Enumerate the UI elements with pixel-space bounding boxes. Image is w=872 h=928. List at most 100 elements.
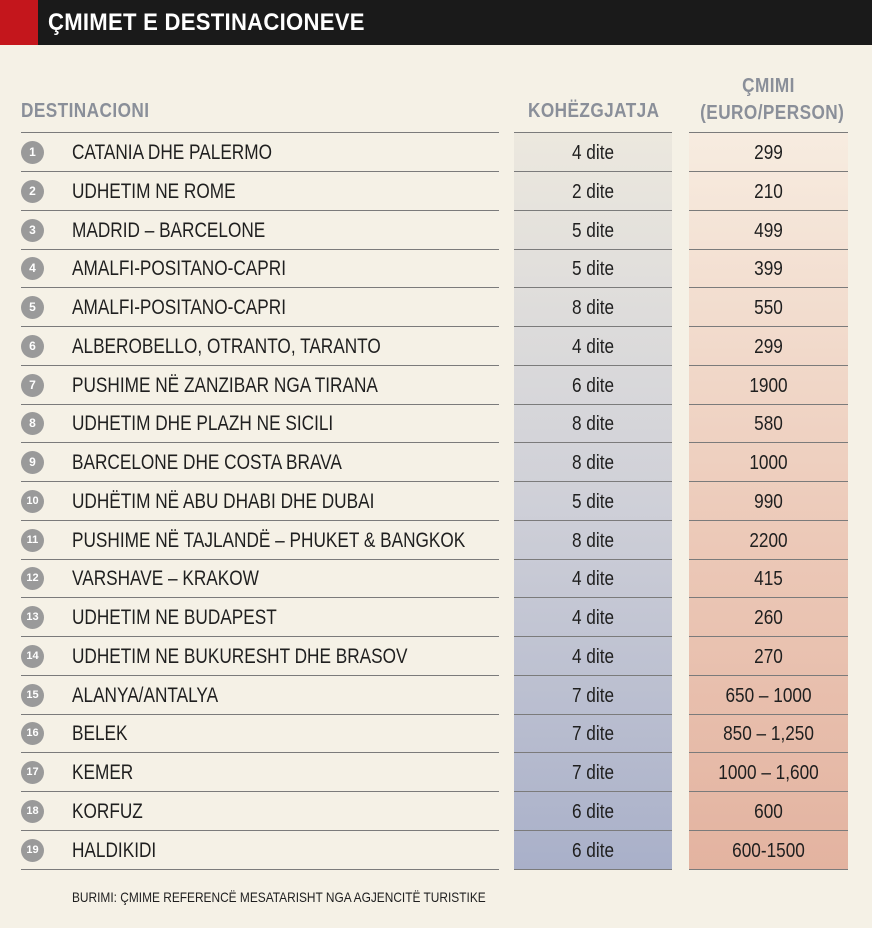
table-row: 13 UDHETIM NE BUDAPEST 4 dite 260 bbox=[0, 598, 872, 637]
price-cell: 650 – 1000 bbox=[725, 684, 812, 707]
row-divider bbox=[514, 829, 672, 831]
row-divider bbox=[21, 481, 499, 482]
table-row: 5 AMALFI-POSITANO-CAPRI 8 dite 550 bbox=[0, 288, 872, 327]
row-divider bbox=[514, 752, 672, 754]
row-divider bbox=[689, 171, 848, 172]
row-divider bbox=[689, 868, 848, 870]
header-rule-destination bbox=[21, 132, 499, 133]
table-row: 4 AMALFI-POSITANO-CAPRI 5 dite 399 bbox=[0, 249, 872, 289]
row-divider bbox=[21, 364, 499, 366]
row-divider bbox=[689, 442, 848, 444]
row-divider bbox=[689, 519, 848, 521]
row-number-badge: 3 bbox=[21, 218, 44, 242]
header-price: ÇMIMI (EURO/PERSON) bbox=[700, 73, 845, 127]
table-row: 19 HALDIKIDI 6 dite 600-1500 bbox=[0, 831, 872, 870]
destination-name: ALANYA/ANTALYA bbox=[72, 683, 219, 707]
destination-name: AMALFI-POSITANO-CAPRI bbox=[72, 257, 287, 281]
destination-name: ALBEROBELLO, OTRANTO, TARANTO bbox=[72, 334, 381, 358]
destination-name: UDHETIM NE BUKURESHT DHE BRASOV bbox=[72, 644, 408, 668]
row-number-badge: 12 bbox=[21, 567, 44, 591]
row-number-badge: 7 bbox=[21, 373, 44, 397]
duration-cell: 6 dite bbox=[571, 374, 615, 397]
price-cell: 990 bbox=[754, 490, 783, 513]
row-number-badge: 16 bbox=[21, 722, 44, 746]
price-cell: 399 bbox=[754, 258, 783, 281]
row-divider bbox=[21, 326, 499, 327]
table-row: 12 VARSHAVE – KRAKOW 4 dite 415 bbox=[0, 559, 872, 599]
destination-name: MADRID – BARCELONE bbox=[72, 218, 266, 242]
row-divider bbox=[21, 287, 499, 289]
destination-name: BARCELONE DHE COSTA BRAVA bbox=[72, 451, 342, 474]
price-cell: 600 bbox=[754, 800, 783, 823]
row-divider bbox=[689, 713, 848, 715]
row-divider bbox=[21, 674, 499, 676]
price-cell: 299 bbox=[754, 142, 783, 164]
duration-cell: 4 dite bbox=[571, 645, 615, 668]
table-row: 3 MADRID – BARCELONE 5 dite 499 bbox=[0, 211, 872, 250]
row-divider bbox=[514, 403, 672, 405]
table-row: 2 UDHETIM NE ROME 2 dite 210 bbox=[0, 172, 872, 211]
page-title: ÇMIMET E DESTINACIONEVE bbox=[48, 9, 365, 36]
row-divider bbox=[514, 558, 672, 560]
table-row: 14 UDHETIM NE BUKURESHT DHE BRASOV 4 dite 2… bbox=[0, 637, 872, 676]
duration-cell: 5 dite bbox=[571, 258, 615, 281]
header-rule-duration bbox=[514, 132, 672, 133]
row-divider bbox=[689, 752, 848, 754]
row-divider bbox=[21, 519, 499, 521]
row-number-badge: 1 bbox=[21, 141, 44, 164]
table-row: 16 BELEK 7 dite 850 – 1,250 bbox=[0, 714, 872, 754]
row-divider bbox=[21, 597, 499, 599]
row-divider bbox=[514, 713, 672, 715]
row-divider bbox=[689, 597, 848, 599]
price-cell: 1000 bbox=[749, 452, 788, 474]
table-row: 10 UDHËTIM NË ABU DHABI DHE DUBAI 5 dite 99… bbox=[0, 482, 872, 521]
row-divider bbox=[689, 674, 848, 676]
row-divider bbox=[514, 248, 672, 250]
row-number-badge: 11 bbox=[21, 528, 44, 552]
duration-cell: 5 dite bbox=[571, 490, 615, 513]
header-price-line2: (EURO/PERSON) bbox=[700, 102, 845, 124]
row-divider bbox=[514, 597, 672, 599]
destination-name: UDHETIM NE ROME bbox=[72, 179, 236, 203]
destination-name: VARSHAVE – KRAKOW bbox=[72, 567, 259, 591]
row-divider bbox=[689, 791, 848, 792]
row-divider bbox=[514, 481, 672, 482]
price-cell: 499 bbox=[754, 219, 783, 242]
row-divider bbox=[21, 636, 499, 637]
price-cell: 415 bbox=[754, 568, 783, 591]
price-cell: 1900 bbox=[749, 374, 788, 397]
row-divider bbox=[21, 713, 499, 715]
header-rule-price bbox=[689, 132, 848, 133]
row-divider bbox=[689, 558, 848, 560]
price-cell: 299 bbox=[754, 335, 783, 358]
title-accent-block bbox=[0, 0, 38, 45]
row-number-badge: 10 bbox=[21, 489, 44, 513]
destination-name: PUSHIME NË TAJLANDË – PHUKET & BANGKOK bbox=[72, 528, 466, 552]
duration-cell: 7 dite bbox=[571, 684, 615, 707]
destination-name: PUSHIME NË ZANZIBAR NGA TIRANA bbox=[72, 373, 378, 397]
duration-column-background bbox=[514, 133, 672, 869]
title-bar: ÇMIMET E DESTINACIONEVE bbox=[0, 0, 872, 45]
table-row: 8 UDHETIM DHE PLAZH NE SICILI 8 dite 580 bbox=[0, 404, 872, 444]
table-row: 6 ALBEROBELLO, OTRANTO, TARANTO 4 dite 299 bbox=[0, 327, 872, 366]
price-cell: 850 – 1,250 bbox=[723, 723, 814, 746]
price-cell: 550 bbox=[754, 297, 783, 319]
duration-cell: 8 dite bbox=[571, 529, 615, 552]
duration-cell: 8 dite bbox=[571, 413, 615, 436]
row-divider bbox=[689, 287, 848, 289]
table-row: 15 ALANYA/ANTALYA 7 dite 650 – 1000 bbox=[0, 676, 872, 715]
row-divider bbox=[514, 442, 672, 444]
price-cell: 260 bbox=[754, 607, 783, 629]
price-cell: 270 bbox=[754, 645, 783, 668]
destination-name: UDHETIM DHE PLAZH NE SICILI bbox=[72, 412, 334, 436]
destination-name: UDHËTIM NË ABU DHABI DHE DUBAI bbox=[72, 489, 375, 513]
row-divider bbox=[21, 829, 499, 831]
table-row: 17 KEMER 7 dite 1000 – 1,600 bbox=[0, 753, 872, 792]
row-number-badge: 2 bbox=[21, 179, 44, 203]
source-note: BURIMI: ÇMIME REFERENCË MESATARISHT NGA … bbox=[72, 889, 486, 905]
duration-cell: 7 dite bbox=[571, 723, 615, 746]
row-number-badge: 15 bbox=[21, 683, 44, 707]
row-divider bbox=[514, 636, 672, 637]
table-row: 7 PUSHIME NË ZANZIBAR NGA TIRANA 6 dite 190… bbox=[0, 366, 872, 405]
row-divider bbox=[514, 364, 672, 366]
